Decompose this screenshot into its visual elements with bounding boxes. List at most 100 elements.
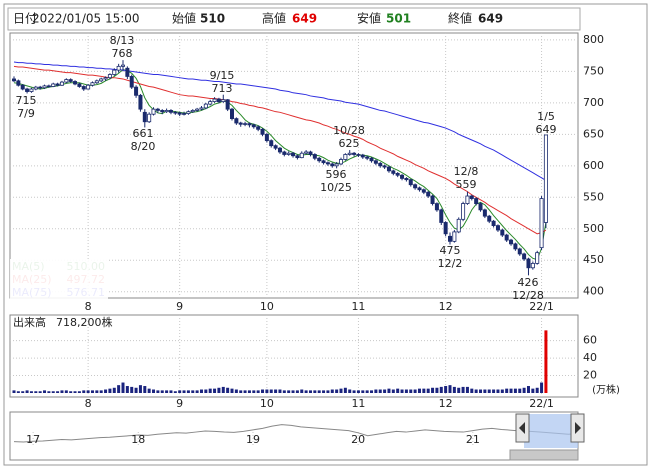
volume-bar: [526, 386, 530, 393]
volume-bar: [326, 390, 330, 393]
volume-bar: [147, 388, 151, 393]
candle-body: [334, 163, 339, 167]
candle-body: [216, 98, 221, 103]
y-tick-label: 550: [583, 190, 604, 203]
annotation-date: 8/13: [110, 34, 135, 47]
candle-body: [260, 128, 265, 135]
candle-body: [352, 152, 357, 155]
candle-body: [522, 253, 527, 260]
candle-body: [543, 134, 548, 223]
y-tick-label: 500: [583, 222, 604, 235]
x-tick-label: 22/1: [529, 300, 554, 313]
annotation-date: 1/5: [537, 110, 555, 123]
volume-bar: [208, 388, 212, 393]
candle-body: [461, 203, 466, 220]
candle-body: [530, 262, 535, 269]
candle-body: [212, 98, 217, 103]
annotation-value: 426: [518, 276, 539, 289]
candle-body: [203, 103, 208, 109]
volume-bar: [383, 389, 387, 393]
candle-body: [373, 160, 378, 164]
volume-bar: [387, 388, 391, 393]
volume-bar: [21, 391, 25, 393]
volume-bar: [317, 390, 321, 393]
scrollbar[interactable]: [509, 449, 579, 461]
volume-bar: [544, 330, 548, 393]
navigator-tick-label: 19: [246, 433, 260, 446]
volume-bar: [483, 389, 487, 393]
candle-body: [430, 195, 435, 204]
candle-body: [138, 94, 143, 110]
candle-body: [195, 108, 200, 111]
x-tick-label: 12: [439, 397, 453, 410]
volume-bar: [12, 390, 16, 393]
candle-body: [400, 174, 405, 179]
candle-body: [504, 234, 509, 241]
annotation-date: 12/2: [438, 257, 463, 270]
candle-body: [103, 77, 108, 80]
annotation-value: 475: [440, 244, 461, 257]
volume-bar: [160, 390, 164, 393]
volume-tick-label: 60: [583, 334, 597, 347]
candle-body: [86, 84, 91, 90]
volume-bar: [73, 391, 77, 393]
navigator-selection[interactable]: [524, 414, 578, 448]
candle-body: [116, 65, 121, 71]
volume-bar: [313, 390, 317, 393]
volume-bar: [64, 390, 68, 393]
volume-bar: [226, 387, 230, 393]
volume-bar: [239, 390, 243, 393]
x-tick-label: 9: [176, 397, 183, 410]
candle-body: [186, 111, 191, 114]
volume-bar: [431, 387, 435, 393]
candle-body: [317, 157, 322, 162]
volume-bar: [138, 385, 142, 393]
candle-body: [465, 195, 470, 204]
candle-body: [356, 154, 361, 156]
volume-bar: [134, 387, 138, 393]
candle-body: [447, 235, 452, 242]
handle-arrow: [575, 422, 581, 434]
volume-bar: [322, 390, 326, 393]
volume-bar: [396, 388, 400, 393]
candle-body: [229, 108, 234, 120]
volume-bar: [540, 382, 544, 393]
annotation-date: 12/8: [454, 165, 479, 178]
candle-body: [434, 203, 439, 211]
candle-body: [77, 83, 82, 87]
header-label: 高値: [262, 11, 286, 26]
candle-body: [90, 82, 95, 86]
candle-body: [391, 170, 396, 174]
candle-body: [221, 99, 226, 103]
candle-body: [378, 162, 383, 167]
header-box: [7, 7, 581, 31]
annotation-date: 12/28: [512, 289, 544, 302]
candle-body: [208, 101, 213, 105]
volume-bar: [374, 389, 378, 393]
candle-body: [142, 111, 147, 123]
annotation-value: 768: [112, 47, 133, 60]
candle-body: [535, 252, 540, 264]
candle-body: [404, 178, 409, 181]
volume-bar: [243, 390, 247, 393]
candle-body: [365, 156, 370, 159]
volume-bar: [252, 390, 256, 393]
candle-body: [417, 187, 422, 191]
volume-bar: [308, 390, 312, 393]
header-value: 501: [386, 12, 411, 26]
volume-bar: [204, 389, 208, 393]
volume-bar: [274, 389, 278, 393]
volume-tick-label: 20: [583, 369, 597, 382]
volume-bar: [417, 388, 421, 393]
volume-bar: [108, 388, 112, 393]
volume-bar: [413, 389, 417, 393]
volume-bar: [38, 391, 42, 393]
candle-body: [474, 198, 479, 204]
candle-body: [42, 85, 47, 89]
volume-bar: [117, 385, 121, 393]
volume-bar: [509, 388, 513, 393]
candle-body: [147, 113, 152, 123]
candle-body: [238, 122, 243, 125]
candle-body: [526, 258, 531, 269]
volume-label: 出来高: [13, 315, 46, 329]
